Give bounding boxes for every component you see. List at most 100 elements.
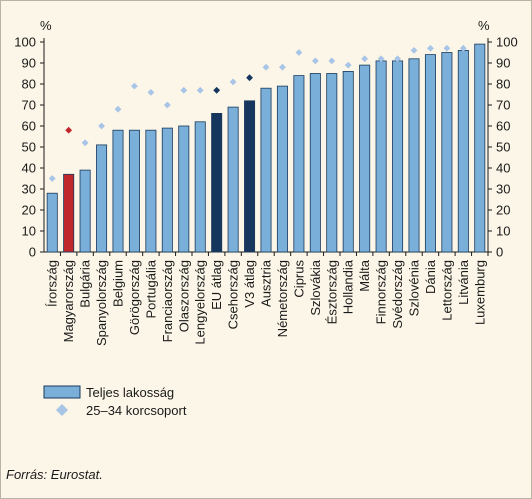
bar-series — [46, 43, 486, 253]
diamond-marker — [81, 139, 89, 147]
category-label: Görögország — [127, 260, 142, 335]
category-label: Luxemburg — [472, 260, 487, 325]
diamond-marker — [427, 44, 434, 52]
diamond-marker — [65, 126, 73, 134]
bar — [375, 60, 387, 253]
category-label: Írország — [45, 260, 60, 307]
category-label: Magyarország — [61, 260, 76, 342]
diamond-marker — [229, 78, 237, 86]
diamond-marker — [163, 101, 171, 109]
y-tick-label-right: 30 — [496, 182, 510, 197]
category-label: Olaszország — [176, 260, 191, 332]
bar — [326, 73, 338, 253]
y-tick-label-right: 0 — [496, 245, 503, 260]
category-label: Dánia — [423, 259, 438, 294]
y-tick-label-left: 10 — [22, 224, 36, 239]
y-unit-left: % — [40, 18, 52, 33]
marker-series — [48, 44, 467, 182]
bar — [227, 106, 239, 253]
y-tick-label-left: 100 — [14, 35, 36, 50]
y-tick-label-left: 30 — [22, 182, 36, 197]
y-tick-label-left: 50 — [22, 140, 36, 155]
diamond-marker — [48, 175, 56, 182]
diamond-marker — [180, 86, 188, 94]
diamond-marker — [98, 122, 105, 130]
bar — [359, 64, 371, 253]
bar — [260, 87, 272, 253]
category-label: Málta — [357, 259, 372, 292]
y-tick-label-right: 40 — [496, 161, 510, 176]
diamond-marker — [311, 57, 319, 65]
y-tick-label-right: 90 — [496, 56, 510, 71]
category-label: Lettország — [439, 260, 454, 321]
bar — [244, 100, 256, 253]
category-label: Németország — [275, 260, 290, 337]
category-labels: Írország Magyarország Bulgária Spanyolorszá… — [45, 259, 488, 346]
legend-diamond-marker — [56, 404, 68, 416]
diamond-marker — [131, 82, 138, 90]
legend-marker-label: 25–34 korcsoport — [86, 403, 187, 418]
bar — [161, 127, 173, 253]
y-tick-label-left: 20 — [22, 203, 36, 218]
diamond-marker — [147, 89, 155, 96]
category-label: EU átlag — [209, 260, 224, 310]
legend-bar-swatch — [43, 385, 81, 399]
bar — [96, 144, 108, 253]
source-note: Forrás: Eurostat. — [6, 467, 103, 482]
category-label: Ciprus — [291, 260, 306, 298]
category-label: Szlovákia — [308, 259, 323, 315]
category-label: Portugália — [143, 259, 158, 318]
y-tick-label-left: 40 — [22, 161, 36, 176]
category-label: Belgium — [111, 260, 126, 307]
bar — [128, 129, 140, 253]
bar — [211, 113, 223, 253]
category-label: Hollandia — [341, 259, 356, 314]
diamond-marker — [459, 44, 467, 52]
bar — [276, 85, 288, 253]
bar — [46, 192, 58, 253]
category-label: Észtország — [324, 260, 339, 324]
legend: Teljes lakosság 25–34 korcsoport — [43, 385, 187, 418]
y-tick-label-right: 70 — [496, 98, 510, 113]
category-label: Bulgária — [78, 259, 93, 307]
bar — [112, 129, 124, 253]
bar — [145, 129, 157, 253]
y-tick-label-left: 70 — [22, 98, 36, 113]
category-label: Ausztria — [259, 259, 274, 307]
y-tick-label-right: 60 — [496, 119, 510, 134]
diamond-marker — [394, 55, 401, 63]
diamond-marker — [377, 55, 385, 63]
diamond-marker — [443, 44, 451, 52]
category-label: Lengyelország — [193, 260, 208, 345]
y-tick-label-right: 80 — [496, 77, 510, 92]
bar — [309, 73, 321, 253]
y-tick-label-left: 80 — [22, 77, 36, 92]
category-label: Csehország — [226, 260, 241, 329]
category-label: V3 átlag — [242, 260, 257, 308]
y-tick-label-left: 0 — [29, 245, 36, 260]
y-tick-label-right: 20 — [496, 203, 510, 218]
category-label: Szlovénia — [407, 259, 422, 316]
bar — [178, 125, 190, 253]
y-tick-label-right: 100 — [496, 35, 518, 50]
diamond-marker — [114, 105, 122, 113]
category-label: Svédország — [390, 260, 405, 329]
diamond-marker — [213, 86, 221, 94]
diamond-marker — [196, 86, 204, 94]
bar — [342, 71, 354, 253]
diamond-marker — [246, 74, 253, 82]
legend-bar-label: Teljes lakosság — [86, 385, 174, 400]
diamond-marker — [344, 61, 352, 69]
y-tick-label-right: 10 — [496, 224, 510, 239]
bar — [408, 58, 420, 253]
category-label: Finnország — [374, 260, 389, 324]
bar — [63, 173, 75, 253]
y-unit-right: % — [478, 18, 490, 33]
bar — [392, 60, 404, 253]
diamond-marker — [361, 55, 369, 63]
diamond-marker — [295, 49, 303, 56]
bar — [441, 52, 453, 253]
bar — [194, 121, 206, 253]
y-tick-label-left: 60 — [22, 119, 36, 134]
